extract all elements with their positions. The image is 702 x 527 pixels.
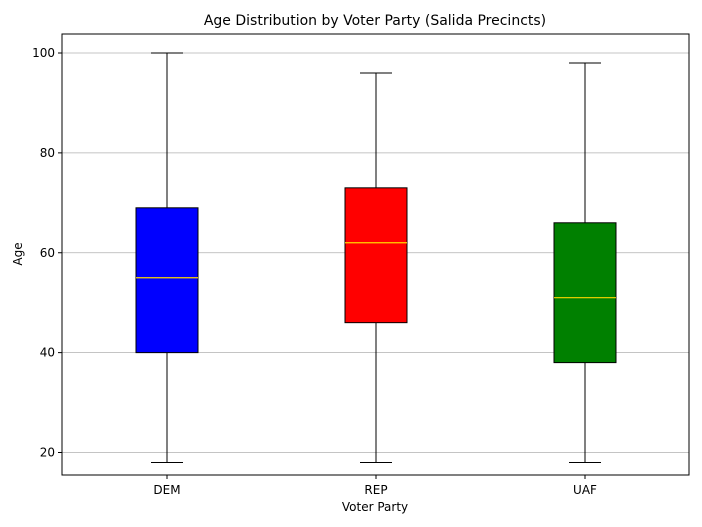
- chart-title: Age Distribution by Voter Party (Salida …: [204, 13, 546, 29]
- y-axis-label: Age: [11, 242, 25, 265]
- box-rep: [344, 72, 408, 463]
- y-tick-label: 100: [32, 46, 55, 60]
- box-uaf: [553, 62, 617, 463]
- y-tick-label: 40: [40, 346, 55, 360]
- box-dem: [135, 52, 199, 463]
- box-plots: [135, 52, 617, 463]
- iqr-box: [553, 222, 617, 364]
- x-axis-label: Voter Party: [342, 500, 408, 514]
- y-axis-ticks: 20 40 60 80 100: [32, 46, 62, 460]
- x-axis-ticks: DEM REP UAF: [153, 475, 597, 497]
- iqr-box: [344, 187, 408, 324]
- x-tick-label: UAF: [573, 483, 597, 497]
- iqr-box: [135, 207, 199, 354]
- y-tick-label: 60: [40, 246, 55, 260]
- x-tick-label: REP: [364, 483, 387, 497]
- y-tick-label: 20: [40, 446, 55, 460]
- y-tick-label: 80: [40, 146, 55, 160]
- x-tick-label: DEM: [153, 483, 180, 497]
